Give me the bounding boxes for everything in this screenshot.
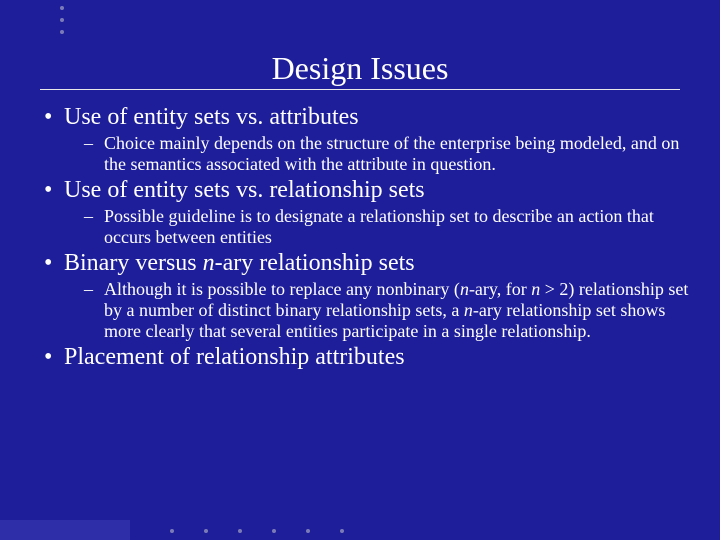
title-bar: Design Issues (40, 50, 680, 90)
slide-content: Use of entity sets vs. attributesChoice … (40, 104, 690, 373)
bullet-level2: Possible guideline is to designate a rel… (40, 206, 690, 248)
bullet-level1: Placement of relationship attributes (40, 344, 690, 371)
bullet-level1: Binary versus n-ary relationship sets (40, 250, 690, 277)
bullet-level2: Choice mainly depends on the structure o… (40, 133, 690, 175)
decorative-dots-top (60, 6, 64, 42)
slide-title: Design Issues (40, 50, 680, 89)
bullet-level1: Use of entity sets vs. attributes (40, 104, 690, 131)
decorative-dots-bottom (170, 529, 344, 533)
footer-accent-bar (0, 520, 130, 540)
bullet-level2: Although it is possible to replace any n… (40, 279, 690, 342)
bullet-level1: Use of entity sets vs. relationship sets (40, 177, 690, 204)
